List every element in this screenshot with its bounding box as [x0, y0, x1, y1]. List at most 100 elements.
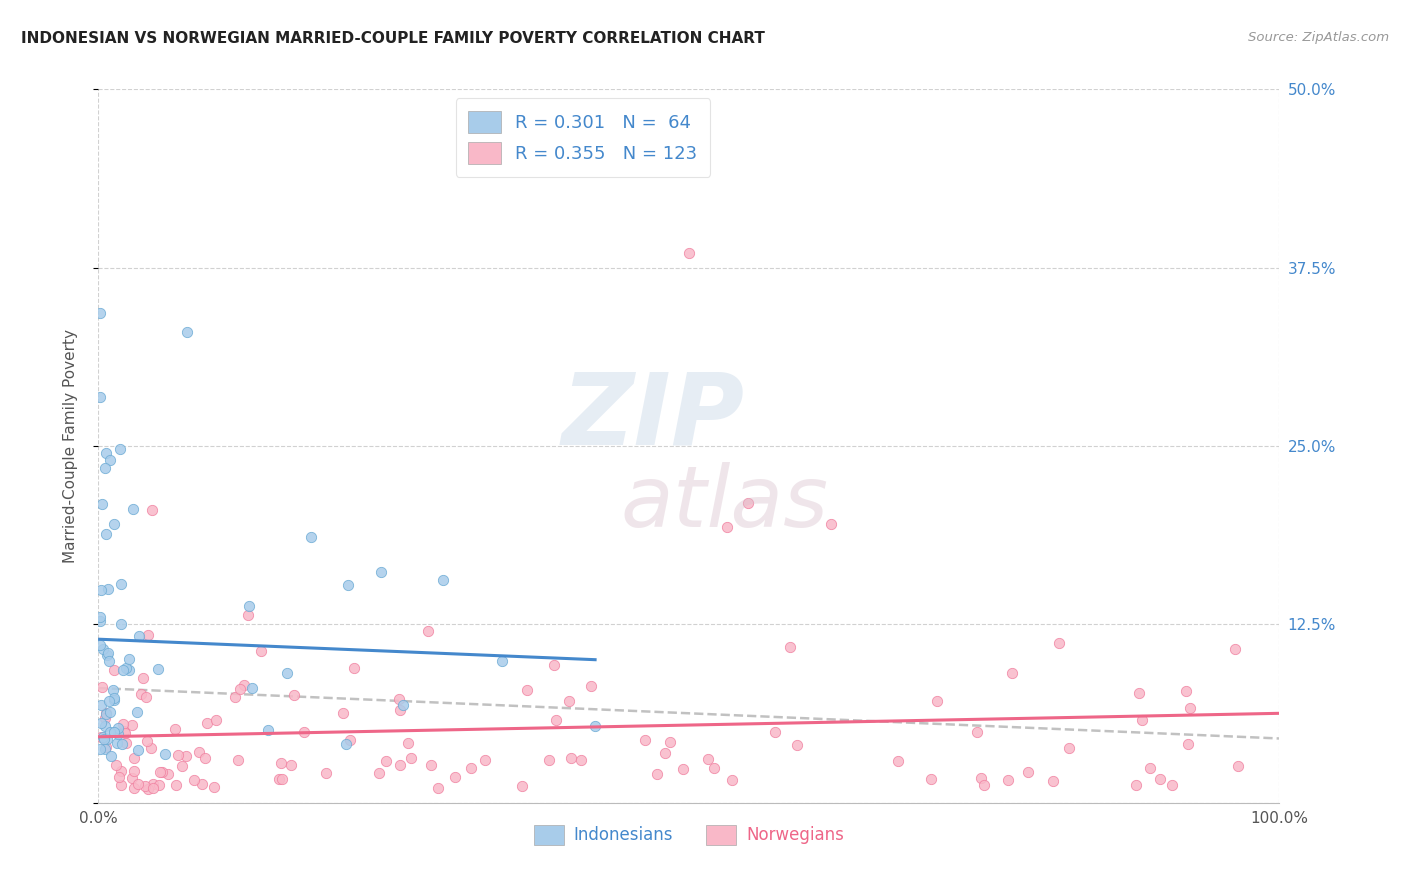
Point: [1017, 765, 1039, 780]
Point: [779, 640, 801, 654]
Point: [737, 496, 759, 510]
Point: [110, 577, 132, 591]
Point: [153, 747, 176, 761]
Point: [141, 776, 163, 790]
Point: [90, 716, 112, 731]
Point: [1139, 761, 1161, 775]
Point: [332, 706, 354, 721]
Point: [510, 779, 533, 793]
Point: [90, 698, 112, 712]
Point: [98, 453, 121, 467]
Point: [93, 732, 115, 747]
Point: [107, 726, 129, 740]
Point: [129, 688, 152, 702]
Point: [583, 719, 606, 733]
Point: [343, 661, 366, 675]
Point: [107, 735, 129, 749]
Point: [89, 390, 111, 404]
Point: [110, 616, 132, 631]
Text: atlas: atlas: [620, 461, 828, 545]
Point: [703, 761, 725, 775]
Point: [103, 691, 125, 706]
Point: [276, 666, 298, 681]
Point: [132, 671, 155, 685]
Point: [125, 706, 148, 720]
Point: [257, 723, 280, 737]
Point: [114, 726, 136, 740]
Point: [89, 742, 111, 756]
Point: [110, 778, 132, 792]
Point: [224, 690, 246, 705]
Point: [107, 721, 129, 735]
Point: [97, 654, 120, 668]
Point: [94, 446, 117, 460]
Point: [426, 780, 449, 795]
Point: [271, 772, 294, 787]
Point: [970, 772, 993, 786]
Point: [134, 779, 156, 793]
Point: [280, 758, 302, 772]
Point: [886, 754, 908, 768]
Legend: Indonesians, Norwegians: Indonesians, Norwegians: [527, 818, 851, 852]
Point: [97, 646, 120, 660]
Point: [146, 662, 169, 676]
Point: [103, 693, 125, 707]
Point: [157, 767, 180, 781]
Point: [141, 503, 163, 517]
Point: [103, 663, 125, 677]
Point: [202, 780, 225, 794]
Point: [94, 740, 117, 755]
Point: [204, 714, 226, 728]
Point: [697, 752, 720, 766]
Point: [678, 246, 700, 260]
Text: ZIP: ZIP: [562, 369, 745, 466]
Point: [136, 781, 159, 796]
Point: [240, 681, 263, 695]
Point: [579, 679, 602, 693]
Point: [91, 730, 114, 744]
Point: [418, 624, 440, 638]
Point: [388, 757, 411, 772]
Point: [98, 705, 121, 719]
Point: [89, 614, 111, 628]
Point: [763, 724, 786, 739]
Point: [420, 758, 443, 772]
Point: [96, 731, 118, 746]
Point: [122, 780, 145, 795]
Point: [148, 778, 170, 792]
Point: [94, 741, 117, 756]
Point: [103, 683, 125, 698]
Point: [103, 725, 125, 739]
Y-axis label: Married-Couple Family Poverty: Married-Couple Family Poverty: [63, 329, 77, 563]
Point: [716, 520, 738, 534]
Point: [89, 638, 111, 652]
Point: [238, 599, 260, 614]
Point: [141, 741, 163, 756]
Point: [537, 753, 560, 767]
Point: [121, 718, 143, 732]
Point: [1130, 714, 1153, 728]
Point: [474, 753, 496, 767]
Point: [128, 629, 150, 643]
Point: [233, 678, 256, 692]
Point: [569, 754, 592, 768]
Point: [401, 750, 423, 764]
Point: [973, 778, 995, 792]
Point: [112, 724, 135, 739]
Point: [560, 750, 582, 764]
Point: [90, 680, 112, 694]
Point: [163, 722, 186, 736]
Point: [149, 764, 172, 779]
Point: [389, 703, 412, 717]
Point: [127, 743, 149, 757]
Point: [460, 761, 482, 775]
Point: [226, 753, 249, 767]
Point: [374, 754, 396, 768]
Point: [283, 688, 305, 702]
Text: Source: ZipAtlas.com: Source: ZipAtlas.com: [1249, 31, 1389, 45]
Point: [135, 690, 157, 704]
Point: [183, 772, 205, 787]
Point: [176, 748, 198, 763]
Point: [94, 711, 117, 725]
Point: [634, 733, 657, 747]
